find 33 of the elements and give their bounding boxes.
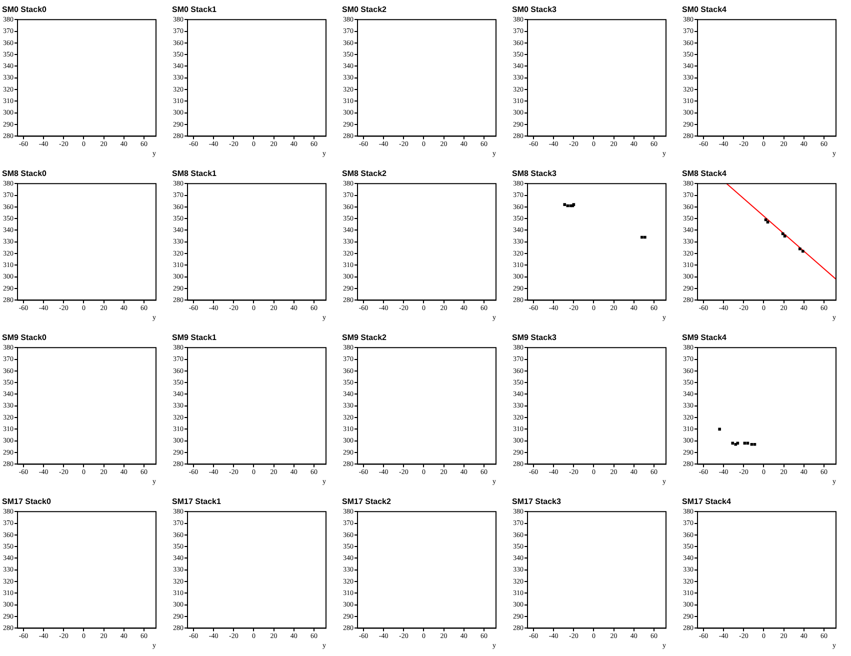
chart-title: SM9 Stack0 (2, 333, 48, 342)
chart-title: SM9 Stack3 (512, 333, 558, 342)
chart-title: SM8 Stack0 (2, 169, 48, 178)
point (640, 236, 644, 239)
point (566, 204, 570, 208)
chart-title: SM8 Stack2 (342, 169, 388, 178)
point (736, 442, 740, 445)
chart-title: SM17 Stack0 (2, 497, 52, 506)
point (750, 442, 754, 446)
chart-title: SM8 Stack1 (172, 169, 218, 178)
chart-title: SM8 Stack3 (512, 169, 558, 178)
point (753, 442, 756, 446)
chart-title: SM9 Stack2 (342, 333, 388, 342)
point (766, 220, 770, 224)
point (798, 247, 802, 250)
chart-title: SM0 Stack3 (512, 5, 558, 14)
chart-title: SM17 Stack2 (342, 497, 392, 506)
chart-title: SM17 Stack1 (172, 497, 222, 506)
chart-title: SM8 Stack4 (682, 169, 728, 178)
chart-title: SM9 Stack1 (172, 333, 218, 342)
chart-title: SM0 Stack0 (2, 5, 48, 14)
point (563, 203, 566, 206)
point (731, 442, 734, 445)
chart-title: SM17 Stack3 (512, 497, 562, 506)
chart-title: SM0 Stack4 (682, 5, 728, 14)
chart-title: SM0 Stack2 (342, 5, 388, 14)
point (718, 428, 721, 431)
point (644, 236, 646, 239)
point (801, 250, 804, 253)
chart-title: SM0 Stack1 (172, 5, 218, 14)
point (783, 234, 786, 238)
chart-title: SM17 Stack4 (682, 497, 732, 506)
chart-title: SM9 Stack4 (682, 333, 728, 342)
